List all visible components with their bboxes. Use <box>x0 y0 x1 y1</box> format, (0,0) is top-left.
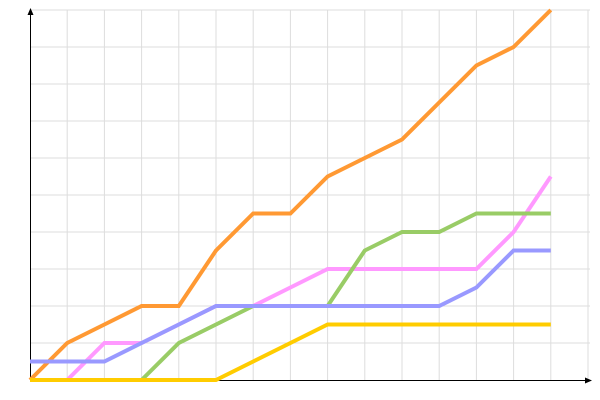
series-line-1 <box>30 175 553 382</box>
y-axis-arrow <box>27 8 34 15</box>
series-line-0 <box>28 8 553 382</box>
x-axis-arrow <box>585 377 592 384</box>
series-line-3 <box>30 248 551 364</box>
series-line-4 <box>30 322 551 382</box>
